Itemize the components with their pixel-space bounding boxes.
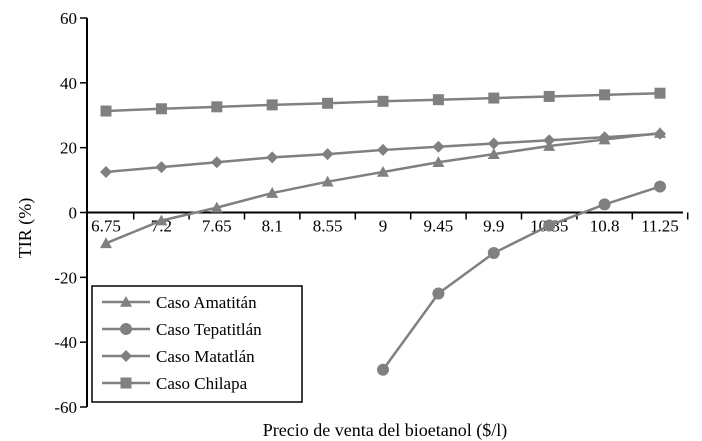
data-point: [654, 87, 666, 99]
y-tick-label: -20: [54, 268, 77, 287]
legend-marker: [120, 323, 132, 335]
series-diamond: [100, 127, 666, 178]
data-point: [321, 148, 334, 161]
x-tick-label: 9.9: [483, 217, 504, 236]
y-axis-title: TIR (%): [15, 198, 36, 258]
series-line: [381, 185, 661, 371]
data-point: [100, 105, 112, 117]
data-point: [377, 143, 389, 156]
legend-marker: [120, 350, 132, 362]
y-tick-label: 60: [60, 9, 77, 28]
legend-marker: [120, 377, 132, 389]
data-point: [487, 148, 500, 159]
data-point: [155, 103, 167, 115]
data-point: [543, 219, 556, 232]
data-point: [321, 175, 334, 187]
legend-marker: [120, 296, 132, 307]
x-tick-label: 6.75: [91, 217, 121, 236]
data-point: [266, 151, 279, 164]
data-point: [599, 89, 611, 101]
legend-label: Caso Matatlán: [156, 347, 255, 366]
data-point: [266, 99, 278, 111]
data-point: [210, 201, 223, 213]
data-point: [322, 97, 334, 109]
axes: 60 40 20 0 -20 -40 -60 6.75 7.2 7.65 8.1 8.55 9 9.45 9…: [54, 9, 689, 417]
y-tick-label: 0: [69, 204, 78, 223]
x-tick-label: 8.1: [262, 217, 283, 236]
data-point: [100, 237, 112, 249]
legend-label: Caso Chilapa: [156, 374, 248, 393]
x-tick-label: 11.25: [641, 217, 679, 236]
data-point: [266, 187, 279, 198]
legend-label: Caso Tepatitlán: [156, 320, 262, 339]
data-point: [487, 247, 500, 260]
x-tick-label: 7.2: [151, 217, 172, 236]
series-layer: [100, 87, 666, 376]
data-point: [377, 95, 389, 107]
y-tick-label: 40: [60, 74, 77, 93]
data-point: [432, 287, 445, 300]
x-axis-title: Precio de venta del bioetanol ($/l): [263, 420, 507, 441]
data-point: [155, 161, 168, 174]
series-circle: [377, 180, 666, 376]
data-point: [155, 214, 168, 226]
data-point: [543, 134, 556, 147]
data-point: [543, 90, 555, 102]
series-square: [100, 87, 666, 117]
data-point: [654, 127, 666, 140]
x-tick-label: 7.65: [202, 217, 232, 236]
x-tick-label: 10.8: [590, 217, 620, 236]
y-tick-label: 20: [60, 139, 77, 158]
data-point: [598, 198, 611, 211]
x-tick-label: 9.45: [424, 217, 454, 236]
y-tick-label: -40: [54, 333, 77, 352]
data-point: [377, 165, 389, 177]
data-point: [100, 165, 112, 178]
data-point: [487, 137, 500, 150]
data-point: [432, 156, 445, 168]
x-tick-label: 8.55: [313, 217, 343, 236]
legend-label: Caso Amatitán: [156, 293, 257, 312]
data-point: [598, 131, 611, 144]
data-point: [210, 156, 223, 169]
data-point: [488, 92, 500, 104]
data-point: [654, 180, 666, 193]
y-tick-label: -60: [54, 398, 77, 417]
data-point: [211, 101, 223, 113]
data-point: [432, 140, 445, 153]
data-point: [377, 363, 389, 376]
x-tick-label: 9: [379, 217, 388, 236]
data-point: [432, 94, 444, 106]
legend: Caso Amatitán Caso Tepatitlán Caso Matatlá…: [91, 285, 303, 403]
